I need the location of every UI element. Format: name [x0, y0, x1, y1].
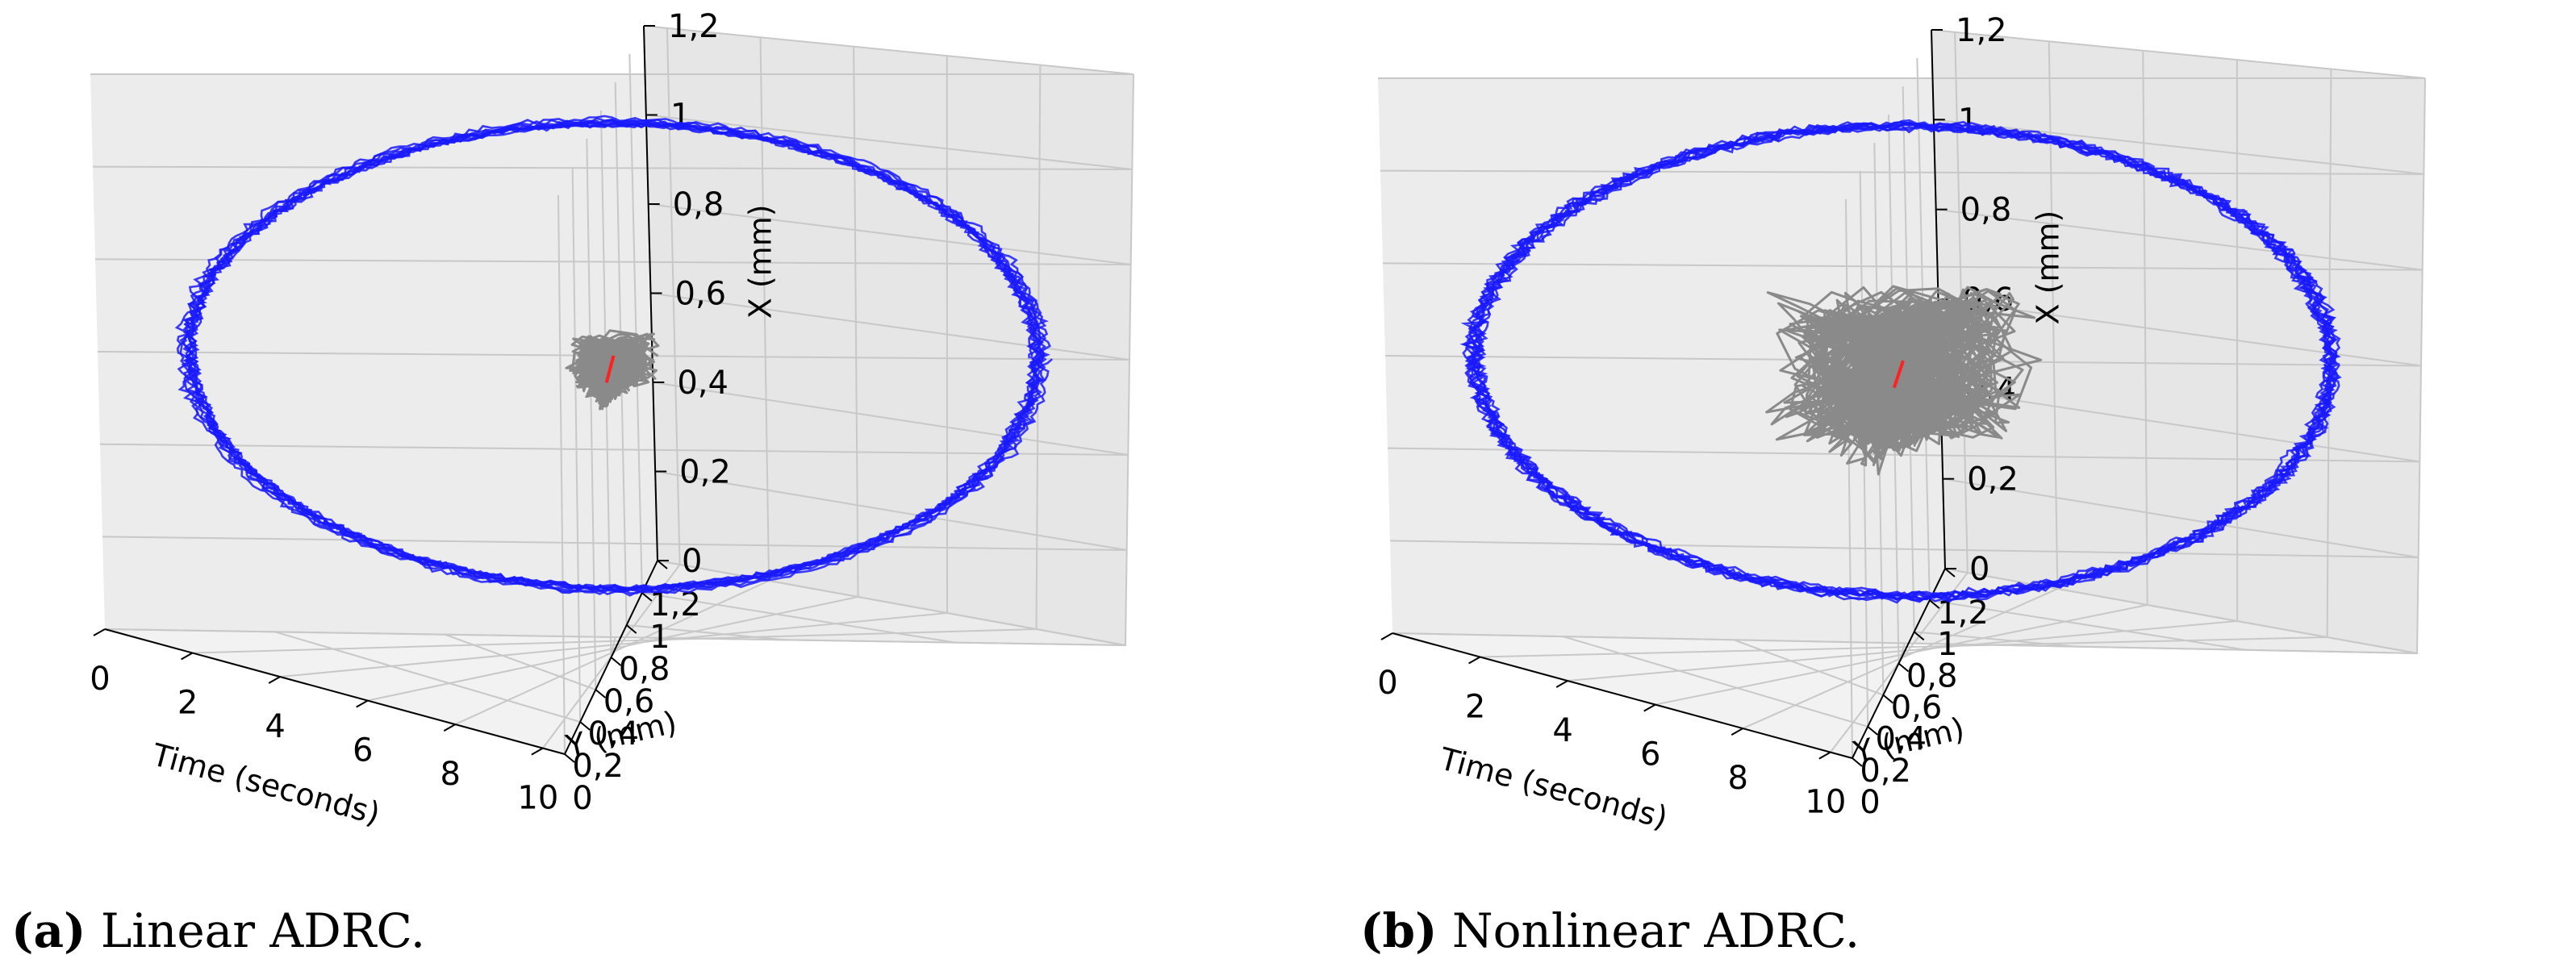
- xlabel: Time (seconds): [148, 736, 384, 832]
- xtick-label: 6: [353, 732, 373, 769]
- ytick-label: 0,4: [1876, 721, 1927, 758]
- zlabel: X (mm): [743, 204, 779, 319]
- ztick-label: 0,2: [679, 454, 731, 491]
- xtick-mark: [1380, 632, 1393, 640]
- caption-b-text: Nonlinear ADRC.: [1437, 903, 1860, 958]
- ytick-mark: [595, 689, 606, 699]
- ytick-label: 0,2: [572, 748, 624, 785]
- ztick-label: 0,6: [675, 276, 727, 313]
- xtick-label: 8: [1728, 760, 1748, 797]
- xtick-mark: [1555, 680, 1568, 688]
- ytick-label: 0,8: [1906, 657, 1958, 694]
- ytick-label: 0: [1860, 784, 1880, 821]
- caption-a-tag: (a): [11, 903, 86, 958]
- ytick-label: 0,2: [1860, 753, 1911, 790]
- ytick-label: 0,6: [1891, 690, 1943, 727]
- back-pane: [1931, 30, 2425, 653]
- ytick-mark: [610, 657, 622, 666]
- ytick-mark: [564, 753, 575, 763]
- ytick-label: 1: [1937, 626, 1957, 663]
- ztick-label: 0,4: [677, 365, 729, 402]
- zlabel: X (mm): [2031, 211, 2066, 325]
- xtick-label: 4: [265, 708, 285, 745]
- reference-trajectory: [604, 355, 616, 383]
- response-trajectory: [1765, 285, 2043, 476]
- xtick-mark: [443, 724, 456, 732]
- ytick-label: 0,8: [619, 651, 670, 688]
- xtick-label: 0: [90, 661, 110, 698]
- ztick-label: 1,2: [668, 8, 720, 45]
- ytick-mark: [1867, 726, 1878, 736]
- xtick-mark: [1818, 751, 1831, 760]
- xtick-mark: [1731, 728, 1743, 736]
- xtick-mark: [93, 628, 106, 636]
- ytick-mark: [1929, 599, 1940, 609]
- xlabel: Time (seconds): [1435, 740, 1672, 836]
- back-pane: [644, 26, 1134, 645]
- xtick-mark: [268, 676, 281, 684]
- xtick-label: 0: [1377, 665, 1397, 702]
- ytick-mark: [641, 592, 653, 602]
- caption-b: (b) Nonlinear ADRC.: [1360, 903, 1860, 958]
- ytick-label: 0,6: [603, 683, 655, 720]
- xtick-label: 2: [177, 685, 198, 722]
- caption-b-tag: (b): [1360, 903, 1438, 958]
- reference-trajectory: [1892, 360, 1905, 389]
- ztick-label: 0: [1969, 551, 1989, 588]
- xtick-mark: [1643, 703, 1656, 712]
- xtick-mark: [356, 699, 369, 708]
- caption-a: (a) Linear ADRC.: [11, 903, 425, 958]
- xtick-label: 2: [1465, 689, 1485, 726]
- xtick-label: 10: [1805, 784, 1846, 821]
- ytick-mark: [1914, 631, 1925, 641]
- ytick-mark: [1852, 757, 1863, 767]
- ytick-mark: [657, 560, 668, 569]
- phase-portrait-loop: [182, 119, 1046, 594]
- xtick-label: 8: [440, 756, 461, 793]
- xtick-label: 6: [1640, 736, 1660, 774]
- ztick-label: 0,8: [1960, 192, 2012, 229]
- ztick-label: 0,2: [1967, 461, 2019, 498]
- xtick-label: 10: [517, 780, 558, 817]
- ytick-mark: [579, 721, 591, 731]
- ytick-mark: [626, 624, 637, 634]
- ztick-label: 1,2: [1956, 12, 2007, 49]
- ytick-mark: [1882, 694, 1893, 704]
- caption-a-text: Linear ADRC.: [86, 903, 426, 958]
- phase-portrait-loop: [1464, 123, 2338, 601]
- xtick-mark: [1468, 656, 1481, 665]
- xtick-mark: [181, 652, 194, 661]
- ztick-label: 0: [682, 543, 702, 580]
- ztick-label: 0,8: [673, 186, 724, 223]
- ytick-label: 0: [572, 780, 592, 817]
- ytick-label: 1: [649, 619, 670, 656]
- ytick-mark: [1944, 568, 1956, 578]
- xtick-mark: [531, 747, 544, 756]
- xtick-label: 4: [1552, 712, 1572, 749]
- ytick-label: 0,4: [588, 715, 640, 753]
- ytick-mark: [1898, 662, 1910, 673]
